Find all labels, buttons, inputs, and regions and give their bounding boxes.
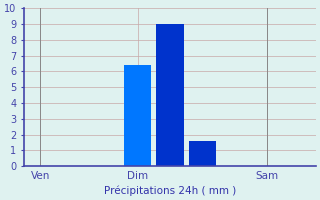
X-axis label: Précipitations 24h ( mm ): Précipitations 24h ( mm ) (104, 185, 236, 196)
Bar (156, 24, 184, 166)
Bar (124, 65, 151, 166)
Bar (188, 141, 216, 166)
